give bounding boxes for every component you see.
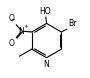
Text: O: O — [8, 14, 14, 23]
Text: HO: HO — [39, 7, 51, 16]
Text: O: O — [8, 39, 14, 48]
Text: −: − — [10, 17, 15, 22]
Text: N: N — [44, 60, 49, 69]
Text: +: + — [23, 24, 28, 29]
Text: N: N — [19, 27, 24, 36]
Text: Br: Br — [68, 19, 77, 28]
